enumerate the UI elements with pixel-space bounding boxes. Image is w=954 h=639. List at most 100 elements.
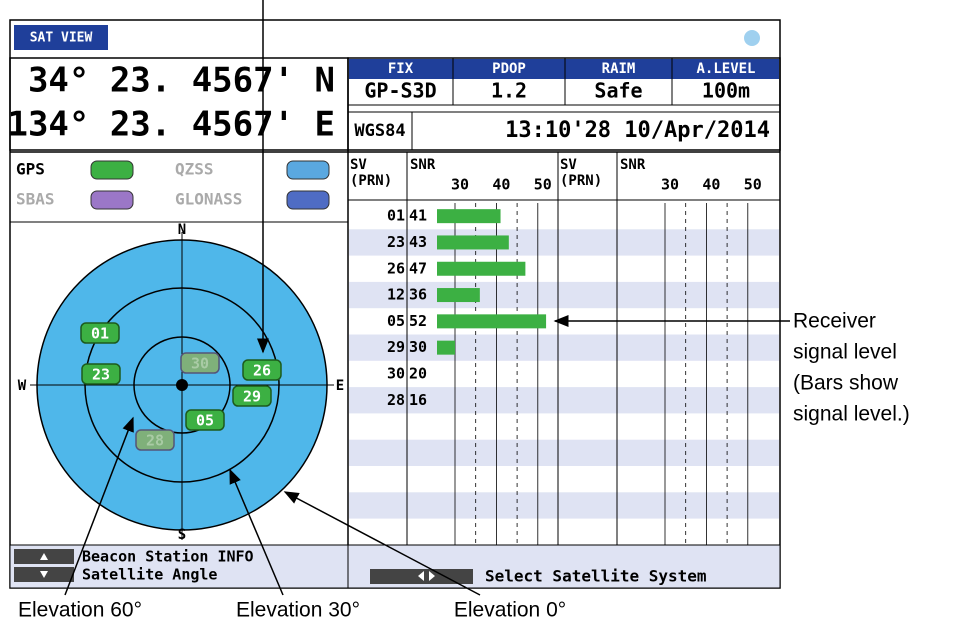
legend-label: GLONASS — [175, 190, 242, 209]
row-stripe — [349, 281, 779, 309]
satellite-id: 28 — [146, 432, 164, 450]
row-stripe — [349, 439, 779, 466]
compass-n: N — [178, 222, 186, 238]
snr-number: 52 — [409, 312, 427, 330]
snr-header: SNR — [620, 157, 646, 173]
satellite-id: 29 — [243, 388, 261, 406]
snr-number: 16 — [409, 391, 427, 409]
softkey-lr-label: Select Satellite System — [485, 567, 707, 586]
softkey-down-label: Satellite Angle — [82, 566, 217, 584]
annotation: Receiver — [793, 310, 876, 333]
annotation: (Bars show — [793, 372, 899, 395]
snr-number: 43 — [409, 233, 427, 251]
row-stripe — [349, 334, 779, 361]
callout-line — [64, 416, 134, 596]
snr-tick-label: 40 — [702, 176, 720, 194]
status-header: PDOP — [492, 61, 526, 77]
satellite-marker — [80, 322, 120, 344]
snr-bar — [437, 209, 501, 224]
status-header: RAIM — [602, 61, 636, 77]
sv-header: SV — [350, 157, 367, 173]
sv-header: SV — [560, 157, 577, 173]
datum: WGS84 — [354, 121, 405, 141]
annotation: signal level.) — [793, 403, 910, 426]
snr-bar — [437, 340, 455, 355]
satellite-id: 05 — [196, 412, 214, 430]
sv-number: 12 — [387, 286, 405, 304]
key-down-icon — [40, 571, 48, 578]
snr-bar — [437, 288, 480, 303]
snr-tick-label: 50 — [744, 176, 762, 194]
status-icon — [744, 30, 760, 46]
status-value: 1.2 — [491, 79, 527, 103]
legend-swatch — [286, 160, 330, 180]
compass-w: W — [18, 378, 27, 394]
compass-e: E — [336, 378, 344, 394]
sv-header: (PRN) — [560, 173, 602, 189]
satellite-marker — [180, 352, 220, 374]
sv-number: 29 — [387, 338, 405, 356]
legend-label: SBAS — [16, 190, 55, 209]
row-stripe — [349, 492, 779, 519]
sv-number: 01 — [387, 207, 405, 225]
row-stripe — [349, 229, 779, 256]
snr-number: 41 — [409, 207, 427, 225]
status-box — [347, 57, 781, 151]
screen-title: SAT VIEW — [30, 31, 93, 46]
annotation: Elevation 30° — [236, 599, 360, 622]
satellite-id: 23 — [92, 366, 110, 384]
status-value: GP-S3D — [364, 79, 436, 103]
satellite-marker — [81, 363, 121, 385]
legend-label: GPS — [16, 160, 45, 179]
row-stripe — [349, 387, 779, 414]
satellite-id: 30 — [191, 355, 209, 373]
snr-number: 20 — [409, 364, 427, 382]
status-value: Safe — [594, 79, 642, 103]
sv-number: 28 — [387, 391, 405, 409]
satellite-marker — [135, 429, 175, 451]
status-value: 100m — [702, 79, 750, 103]
longitude: 134° 23. 4567' E — [7, 105, 335, 145]
legend-swatch — [286, 190, 330, 210]
status-header: A.LEVEL — [696, 61, 755, 77]
snr-number: 36 — [409, 286, 427, 304]
legend-label: QZSS — [175, 160, 214, 179]
callout-line — [229, 468, 284, 596]
center-point — [176, 379, 188, 391]
sv-header: (PRN) — [350, 173, 392, 189]
satellite-marker — [232, 385, 272, 407]
softkey-up-label: Beacon Station INFO — [82, 548, 254, 566]
satellite-id: 26 — [253, 362, 271, 380]
sv-number: 05 — [387, 312, 405, 330]
snr-number: 30 — [409, 338, 427, 356]
snr-tick-label: 40 — [492, 176, 510, 194]
satellite-id: 01 — [91, 325, 109, 343]
sv-number: 26 — [387, 259, 405, 277]
title-badge — [14, 25, 108, 50]
legend-swatch — [90, 190, 134, 210]
sv-number: 23 — [387, 233, 405, 251]
key-lr-icon — [418, 571, 435, 581]
annotation: signal level — [793, 341, 897, 364]
satellite-marker — [242, 359, 282, 381]
legend-swatch — [90, 160, 134, 180]
key-up-icon — [40, 553, 48, 560]
snr-tick-label: 30 — [451, 176, 469, 194]
snr-bar — [437, 314, 547, 329]
snr-header: SNR — [410, 157, 436, 173]
annotation: Elevation 0° — [454, 599, 566, 622]
latitude: 34° 23. 4567' N — [28, 61, 335, 101]
snr-tick-label: 30 — [661, 176, 679, 194]
annotation: Elevation 60° — [18, 599, 142, 622]
compass-s: S — [178, 527, 186, 543]
snr-bar — [437, 261, 526, 276]
satellite-marker — [185, 409, 225, 431]
snr-bar — [437, 235, 509, 250]
snr-tick-label: 50 — [534, 176, 552, 194]
status-header: FIX — [388, 61, 414, 77]
time: 13:10'28 10/Apr/2014 — [505, 118, 770, 143]
snr-number: 47 — [409, 259, 427, 277]
callout-line — [283, 491, 481, 596]
sv-number: 30 — [387, 364, 405, 382]
